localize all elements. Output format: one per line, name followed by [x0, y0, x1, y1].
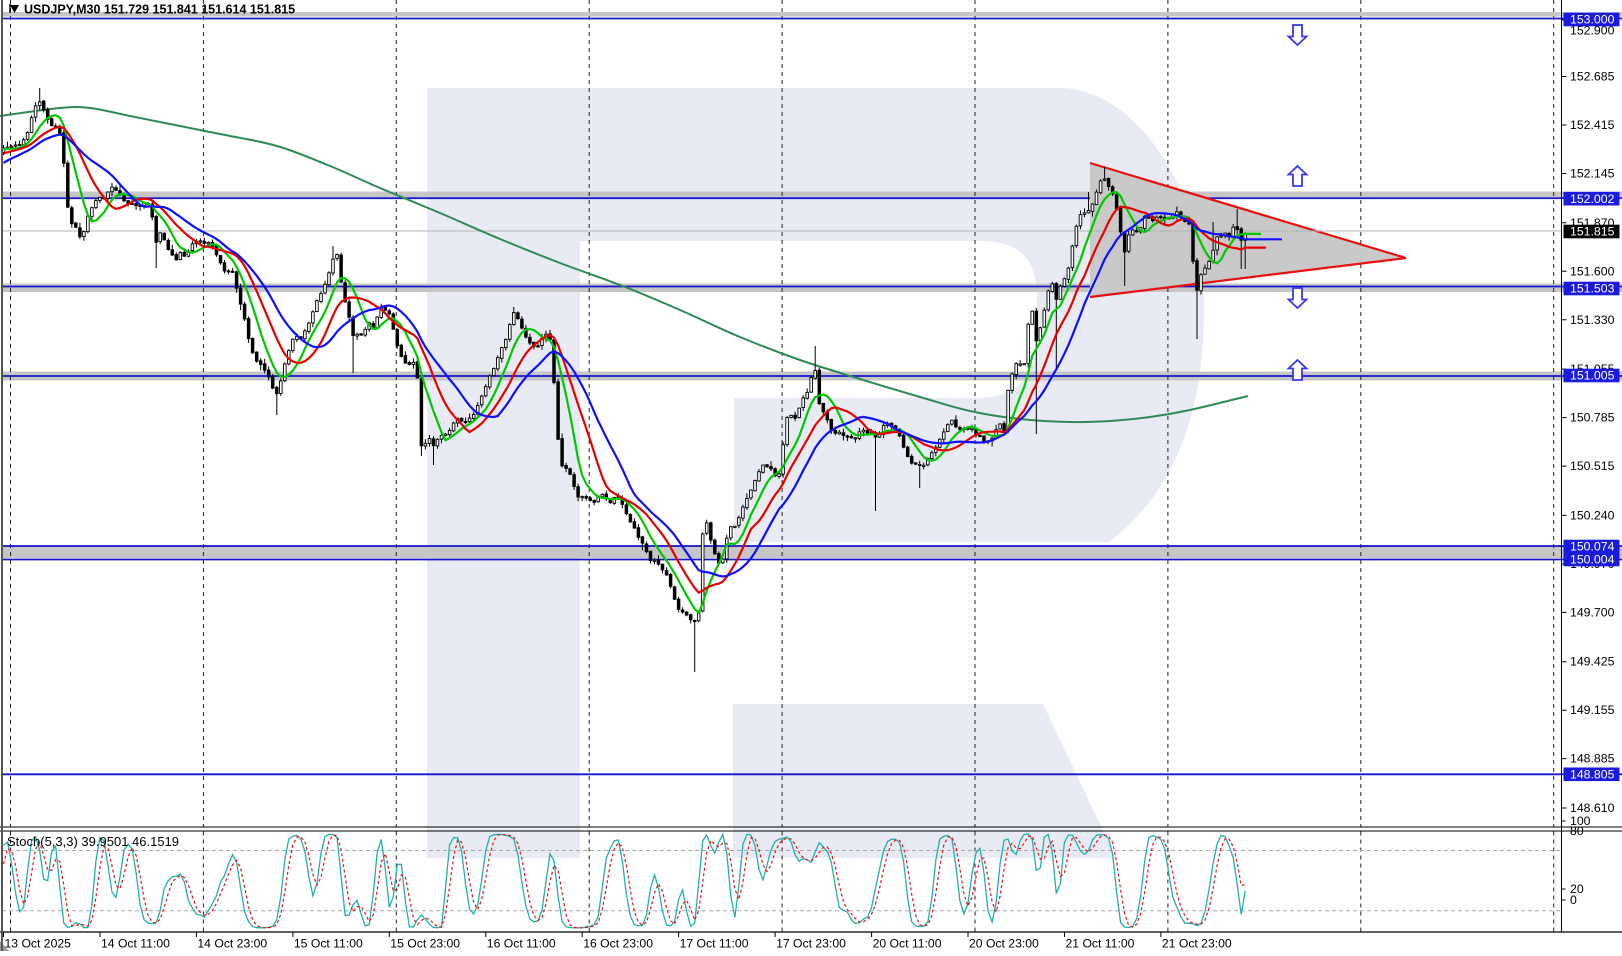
- svg-text:Stoch(5,3,3) 39.9501 46.1519: Stoch(5,3,3) 39.9501 46.1519: [7, 834, 179, 849]
- svg-text:15 Oct 11:00: 15 Oct 11:00: [294, 937, 363, 951]
- svg-text:151.005: 151.005: [1570, 369, 1615, 383]
- svg-text:152.685: 152.685: [1570, 70, 1615, 84]
- svg-text:14 Oct 23:00: 14 Oct 23:00: [197, 937, 267, 951]
- svg-text:151.600: 151.600: [1570, 264, 1615, 278]
- svg-text:16 Oct 23:00: 16 Oct 23:00: [583, 937, 653, 951]
- svg-text:153.000: 153.000: [1570, 13, 1615, 27]
- svg-text:150.785: 150.785: [1570, 411, 1615, 425]
- svg-text:150.074: 150.074: [1570, 540, 1615, 554]
- svg-text:151.330: 151.330: [1570, 313, 1615, 327]
- svg-text:150.515: 150.515: [1570, 459, 1615, 473]
- svg-text:151.503: 151.503: [1570, 282, 1615, 296]
- svg-text:152.002: 152.002: [1570, 192, 1615, 206]
- svg-text:16 Oct 11:00: 16 Oct 11:00: [487, 937, 556, 951]
- svg-text:13 Oct 2025: 13 Oct 2025: [5, 937, 72, 951]
- svg-text:151.815: 151.815: [1570, 225, 1615, 239]
- svg-text:150.004: 150.004: [1570, 553, 1615, 567]
- svg-text:20 Oct 11:00: 20 Oct 11:00: [873, 937, 942, 951]
- svg-text:152.145: 152.145: [1570, 167, 1615, 181]
- svg-text:0: 0: [1570, 893, 1577, 907]
- svg-text:152.415: 152.415: [1570, 118, 1615, 132]
- svg-text:149.700: 149.700: [1570, 605, 1615, 619]
- svg-text:21 Oct 23:00: 21 Oct 23:00: [1162, 937, 1232, 951]
- svg-text:21 Oct 11:00: 21 Oct 11:00: [1066, 937, 1135, 951]
- svg-text:15 Oct 23:00: 15 Oct 23:00: [390, 937, 460, 951]
- svg-text:149.155: 149.155: [1570, 703, 1615, 717]
- svg-text:148.610: 148.610: [1570, 801, 1615, 815]
- svg-text:20 Oct 23:00: 20 Oct 23:00: [969, 937, 1039, 951]
- svg-text:17 Oct 11:00: 17 Oct 11:00: [680, 937, 749, 951]
- svg-text:17 Oct 23:00: 17 Oct 23:00: [776, 937, 846, 951]
- svg-text:USDJPY,M30 151.729 151.841 15: USDJPY,M30 151.729 151.841 151.614 151.8…: [24, 3, 295, 17]
- svg-text:148.805: 148.805: [1570, 768, 1615, 782]
- svg-text:150.240: 150.240: [1570, 508, 1615, 522]
- svg-text:100: 100: [1570, 814, 1591, 828]
- svg-text:152.900: 152.900: [1570, 24, 1615, 38]
- svg-text:148.885: 148.885: [1570, 752, 1615, 766]
- svg-text:14 Oct 11:00: 14 Oct 11:00: [101, 937, 170, 951]
- svg-text:149.425: 149.425: [1570, 655, 1615, 669]
- svg-text:20: 20: [1570, 882, 1584, 896]
